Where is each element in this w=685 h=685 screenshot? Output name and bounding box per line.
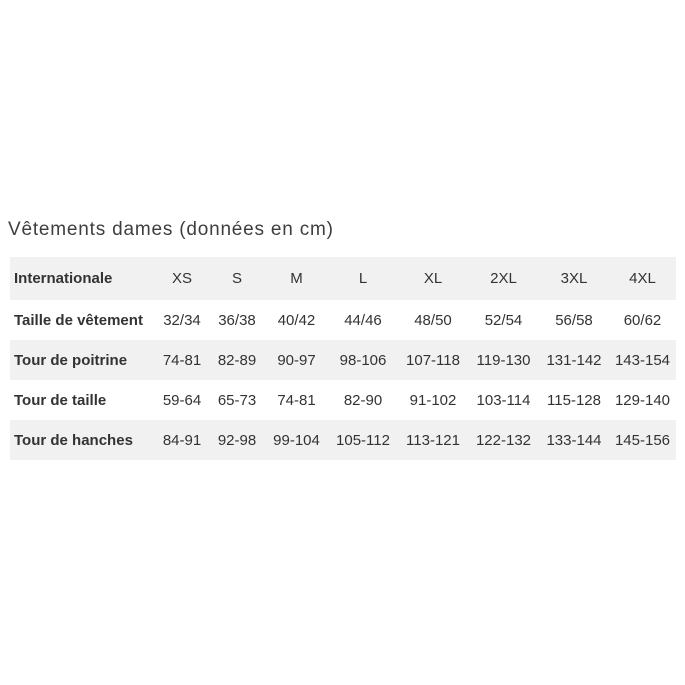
table-row: Taille de vêtement 32/34 36/38 40/42 44/46 48… [10,300,676,340]
size-value-cell: 65-73 [217,391,257,409]
size-value-cell: 115-128 [547,391,601,409]
row-label: Tour de hanches [14,431,133,449]
table-header-row: Internationale XS S M L XL 2XL 3XL 4XL [10,257,676,300]
header-cell-size-l: L [358,270,368,287]
header-cell-internationale: Internationale [14,270,113,287]
size-value-cell: 145-156 [614,431,671,449]
size-value-cell: 82-89 [217,351,257,369]
size-value-cell: 122-132 [475,431,532,449]
header-cell-size-xs: XS [171,270,192,287]
table-row: Tour de poitrine 74-81 82-89 90-97 98-106 107… [10,340,676,380]
size-value-cell: 99-104 [273,431,320,449]
size-value-cell: 90-97 [277,351,316,369]
header-cell-size-3xl: 3XL [560,270,588,287]
size-value-cell: 82-90 [343,391,383,409]
size-value-cell: 48/50 [414,311,452,329]
row-label: Taille de vêtement [14,311,143,329]
size-value-cell: 129-140 [614,391,671,409]
header-cell-size-xl: XL [423,270,443,287]
size-value-cell: 98-106 [339,351,387,369]
size-value-cell: 105-112 [336,431,390,449]
size-value-cell: 32/34 [163,311,201,329]
size-guide-title: Vêtements dames (données en cm) [8,219,334,240]
table-row: Tour de taille 59-64 65-73 74-81 82-90 91-102… [10,380,676,420]
size-value-cell: 131-142 [546,351,602,369]
row-label: Tour de taille [14,391,107,409]
size-value-cell: 40/42 [277,311,316,329]
size-value-cell: 44/46 [344,311,382,329]
size-value-cell: 103-114 [476,391,531,409]
table-body: Taille de vêtement 32/34 36/38 40/42 44/46 48… [10,300,676,460]
size-value-cell: 59-64 [162,391,202,409]
size-value-cell: 119-130 [476,351,531,369]
size-value-cell: 91-102 [409,391,457,409]
size-value-cell: 52/54 [484,311,523,329]
header-cell-size-s: S [231,270,242,287]
size-value-cell: 92-98 [217,431,257,449]
size-value-cell: 133-144 [546,431,602,449]
size-value-cell: 56/58 [555,311,593,329]
size-value-cell: 74-81 [277,391,316,409]
header-cell-size-m: M [290,270,303,287]
size-value-cell: 74-81 [162,351,202,369]
size-table-head: Internationale XS S M L XL 2XL 3XL 4XL [10,257,676,300]
size-value-cell: 107-118 [406,351,460,369]
size-value-cell: 113-121 [406,431,460,449]
header-cell-size-4xl: 4XL [629,270,656,287]
header-cell-size-2xl: 2XL [490,270,517,287]
size-value-cell: 84-91 [162,431,202,449]
row-label: Tour de poitrine [14,351,128,369]
size-value-cell: 60/62 [623,311,662,329]
size-table: Internationale XS S M L XL 2XL 3XL 4XL Taille de… [10,257,676,460]
size-value-cell: 36/38 [218,311,256,329]
table-row: Tour de hanches 84-91 92-98 99-104 105-112 11… [10,420,676,460]
size-value-cell: 143-154 [614,351,671,369]
